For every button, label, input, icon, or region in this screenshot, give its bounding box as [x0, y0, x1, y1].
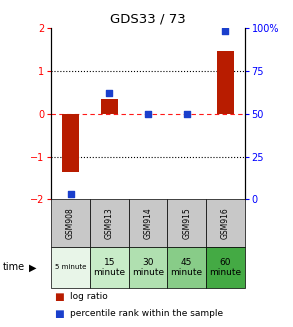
Text: log ratio: log ratio [70, 292, 108, 301]
Text: 60
minute: 60 minute [209, 258, 241, 277]
Bar [217, 51, 234, 113]
Point [68, 192, 73, 197]
Text: GSM908: GSM908 [66, 207, 75, 239]
Text: ▶: ▶ [29, 262, 37, 272]
Text: 15
minute: 15 minute [93, 258, 125, 277]
Text: 30
minute: 30 minute [132, 258, 164, 277]
Text: 5 minute: 5 minute [55, 264, 86, 270]
Text: GSM915: GSM915 [182, 207, 191, 239]
Text: time: time [3, 262, 25, 272]
Point [184, 111, 189, 116]
Point [107, 90, 112, 95]
Text: GSM916: GSM916 [221, 207, 230, 239]
Title: GDS33 / 73: GDS33 / 73 [110, 12, 186, 25]
Text: ■: ■ [54, 309, 64, 319]
Text: GSM913: GSM913 [105, 207, 114, 239]
Bar [100, 99, 118, 113]
Point [146, 111, 150, 116]
Text: ■: ■ [54, 292, 64, 302]
Text: GSM914: GSM914 [144, 207, 152, 239]
Text: 45
minute: 45 minute [171, 258, 203, 277]
Text: percentile rank within the sample: percentile rank within the sample [70, 309, 224, 318]
Point [223, 29, 228, 34]
Bar [62, 113, 79, 172]
